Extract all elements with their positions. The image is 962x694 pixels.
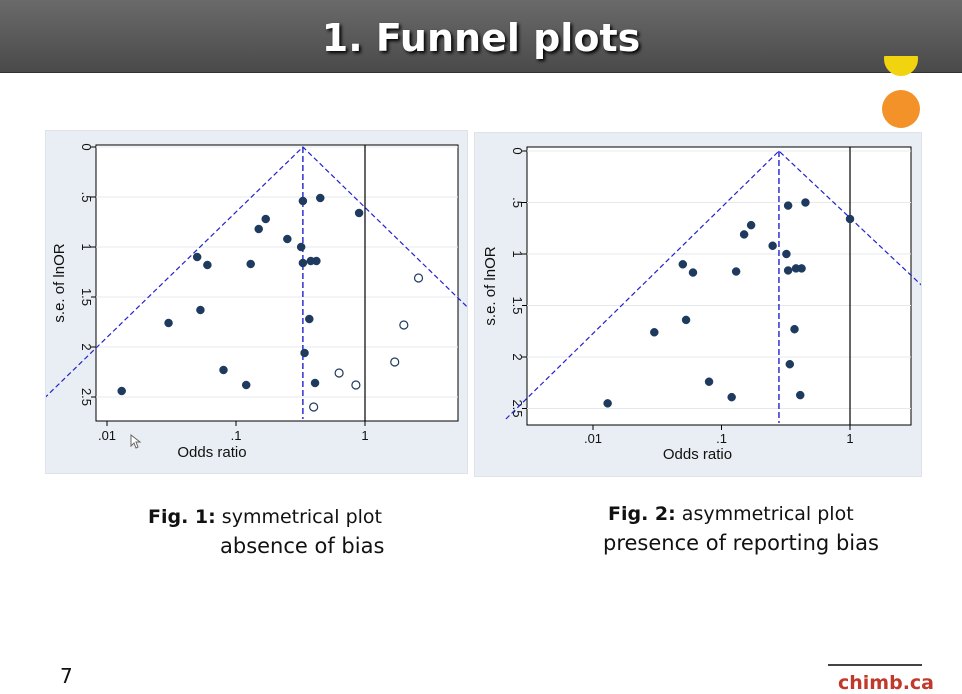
study-point [790, 324, 799, 334]
y-axis-label: s.e. of lnOR [482, 246, 499, 325]
y-axis-label: s.e. of lnOR [51, 243, 68, 322]
mouse-cursor-icon [130, 434, 142, 449]
funnel-plot-2-svg: 0.511.522.5s.e. of lnOR.01.1110Odds rati… [482, 146, 921, 463]
x-tick-label: 1 [361, 428, 368, 443]
figure-2-caption: Fig. 2: asymmetrical plot presence of re… [603, 503, 879, 555]
slide-title: 1. Funnel plots [321, 16, 641, 60]
footer-site-label: chimb.ca [838, 672, 935, 694]
yellow-dot-decoration [884, 56, 918, 78]
study-point [164, 318, 173, 328]
study-point [688, 268, 698, 277]
study-point [801, 198, 810, 207]
study-point [783, 266, 793, 275]
footer-divider [828, 664, 922, 666]
study-point [795, 390, 805, 400]
y-tick-label: 1.5 [79, 288, 94, 306]
figure-1-text: symmetrical plot [221, 506, 383, 528]
study-point [768, 241, 777, 251]
study-point [739, 230, 749, 239]
funnel-plot-1-svg: 0.511.522.5s.e. of lnOR.01.1110Odds rati… [46, 143, 467, 461]
x-axis-label: Odds ratio [663, 446, 732, 463]
study-point [354, 208, 364, 218]
y-tick-label: .5 [79, 192, 94, 203]
study-point [316, 193, 325, 203]
study-point [678, 260, 688, 269]
x-tick-label: .1 [231, 428, 242, 443]
figure-2-text: asymmetrical plot [681, 503, 854, 525]
study-point [298, 196, 308, 206]
figure-1-subtext: absence of bias [220, 534, 385, 558]
figure-1-caption: Fig. 1: symmetrical plot absence of bias [148, 506, 384, 558]
study-point [283, 234, 292, 244]
study-point [312, 256, 321, 266]
study-point [731, 267, 741, 276]
study-point [298, 258, 308, 268]
study-point [305, 314, 314, 324]
y-tick-label: 2 [79, 343, 94, 350]
study-point [783, 201, 793, 210]
study-point [196, 305, 205, 315]
study-point [261, 214, 270, 224]
study-point [254, 224, 263, 234]
study-point [117, 386, 126, 396]
plot-area [526, 146, 912, 426]
y-tick-label: 2.5 [79, 388, 94, 406]
y-tick-label: .5 [510, 197, 525, 208]
study-point [241, 380, 251, 390]
study-point [704, 377, 714, 386]
study-point [650, 328, 659, 337]
plot-area [95, 144, 459, 422]
imputed-study-point [413, 273, 424, 283]
study-point [727, 392, 736, 402]
x-tick-label: .01 [98, 428, 116, 443]
y-tick-label: 0 [510, 147, 525, 154]
imputed-study-point [309, 402, 319, 412]
x-tick-label: 1 [846, 431, 853, 446]
x-axis-label: Odds ratio [177, 444, 246, 461]
study-point [782, 249, 791, 259]
study-point [203, 260, 212, 270]
study-point [219, 365, 228, 375]
y-tick-label: 1 [79, 243, 94, 250]
study-point [785, 359, 795, 369]
imputed-study-point [399, 320, 409, 330]
study-point [797, 264, 806, 273]
study-point [192, 252, 202, 262]
funnel-plot-2: 0.511.522.5s.e. of lnOR.01.1110Odds rati… [474, 132, 922, 477]
study-point [300, 348, 309, 358]
y-tick-label: 2 [510, 353, 525, 360]
x-tick-label: .01 [584, 431, 602, 446]
study-point [845, 214, 855, 224]
imputed-study-point [351, 380, 361, 390]
study-point [746, 220, 756, 230]
figure-2-subtext: presence of reporting bias [603, 531, 879, 555]
slide-number: 7 [60, 664, 73, 688]
funnel-plot-1: 0.511.522.5s.e. of lnOR.01.1110Odds rati… [45, 130, 468, 474]
imputed-study-point [334, 368, 344, 378]
title-bar: 1. Funnel plots [0, 0, 962, 73]
figure-1-label: Fig. 1: [148, 506, 216, 528]
study-point [246, 259, 255, 269]
x-tick-label: .1 [716, 431, 727, 446]
study-point [310, 378, 320, 388]
orange-dot-decoration [882, 90, 920, 128]
imputed-study-point [390, 357, 400, 367]
study-point [296, 242, 306, 252]
y-tick-label: 1.5 [510, 296, 525, 314]
study-point [681, 315, 691, 325]
figure-2-label: Fig. 2: [608, 503, 676, 525]
study-point [603, 399, 612, 408]
y-tick-label: 0 [79, 143, 94, 150]
y-tick-label: 2.5 [510, 399, 525, 417]
y-tick-label: 1 [510, 250, 525, 257]
